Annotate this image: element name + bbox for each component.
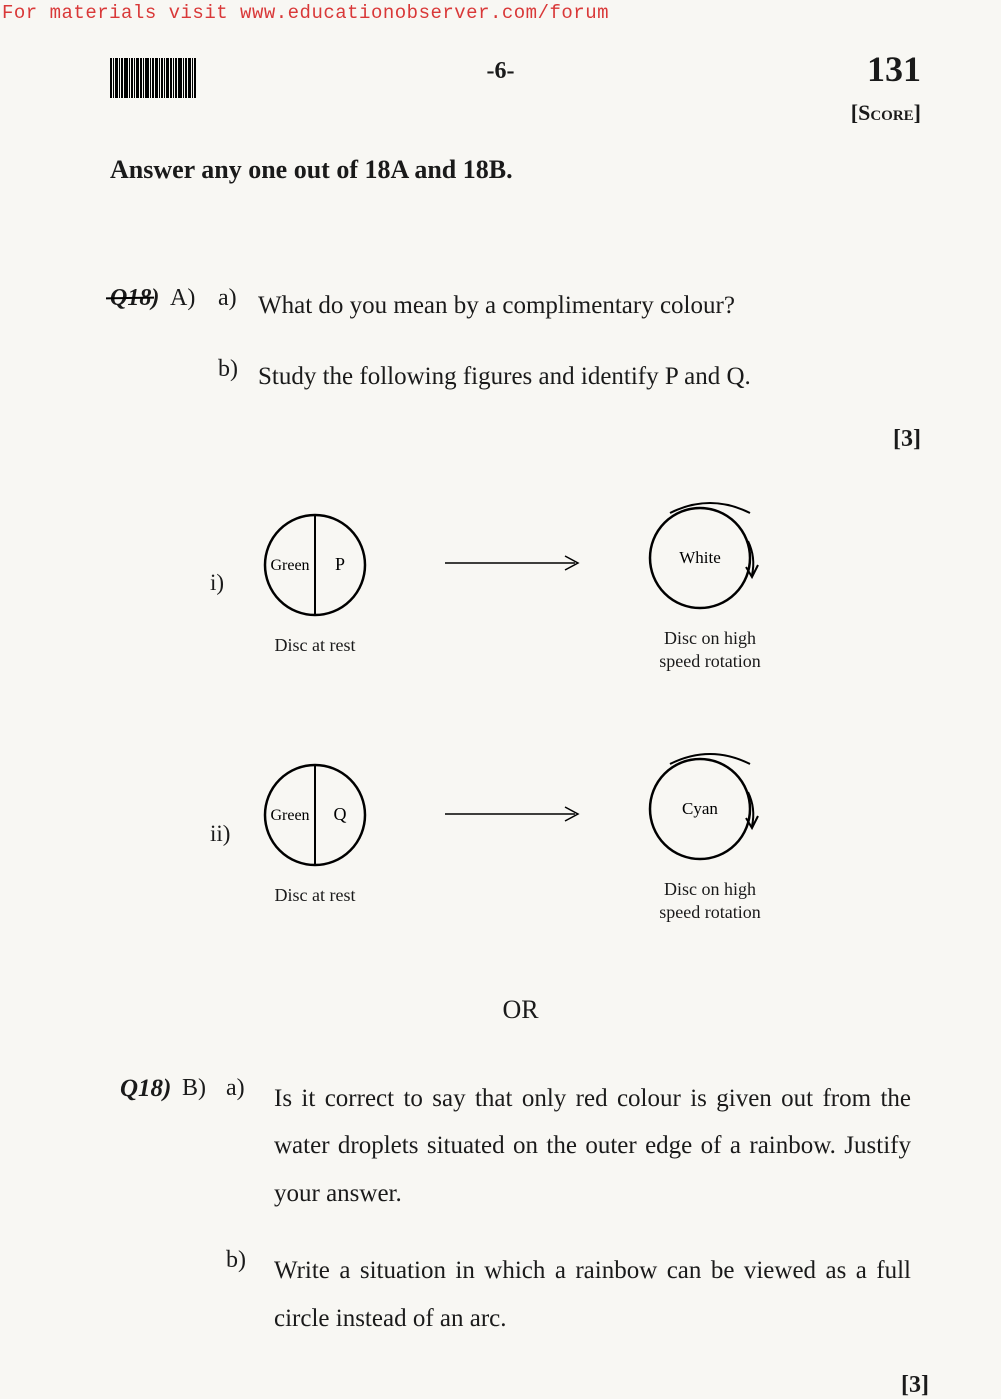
figure-row-1: i) Green P Disc at rest bbox=[210, 493, 931, 674]
arrow-1 bbox=[440, 548, 590, 578]
q18b-b-label: b) bbox=[226, 1247, 274, 1274]
q18b-a-text: Is it correct to say that only red colou… bbox=[274, 1075, 931, 1218]
disc-spin-1-svg: White bbox=[640, 493, 780, 613]
disc-rest-1-svg: Green P bbox=[260, 510, 370, 620]
q18a-b-text: Study the following figures and identify… bbox=[258, 356, 931, 399]
fig2-right-half: Q bbox=[334, 804, 347, 824]
fig1-right-caption: Disc on high speed rotation bbox=[659, 627, 760, 674]
watermark-text: For materials visit www.educationobserve… bbox=[2, 2, 609, 24]
disc-rest-1: Green P Disc at rest bbox=[260, 510, 370, 657]
fig2-right-label: Cyan bbox=[682, 799, 718, 818]
fig1-right-label: White bbox=[679, 548, 721, 567]
fig2-right-caption: Disc on high speed rotation bbox=[659, 878, 760, 925]
disc-spin-2: Cyan Disc on high speed rotation bbox=[640, 744, 780, 925]
q18a-marks: [3] bbox=[110, 426, 931, 453]
q18b-marks: [3] bbox=[901, 1372, 929, 1399]
disc-rest-2-svg: Green Q bbox=[260, 760, 370, 870]
q18b-part: B) bbox=[182, 1075, 226, 1102]
q18a-a-label: a) bbox=[218, 285, 258, 312]
q18a-a-row: Q18) A) a) What do you mean by a complim… bbox=[110, 285, 931, 328]
q18b-b-text: Write a situation in which a rainbow can… bbox=[274, 1247, 931, 1342]
q18b-number: Q18) bbox=[110, 1075, 182, 1103]
paper-number: 131 bbox=[867, 48, 921, 90]
fig1-left-half: Green bbox=[270, 557, 309, 574]
instruction-text: Answer any one out of 18A and 18B. bbox=[110, 155, 931, 185]
roman-1: i) bbox=[210, 570, 260, 596]
q18a-b-row: b) Study the following figures and ident… bbox=[218, 356, 931, 399]
disc-rest-2: Green Q Disc at rest bbox=[260, 760, 370, 907]
barcode bbox=[110, 58, 220, 98]
q18a-part: A) bbox=[170, 285, 218, 312]
figures-container: i) Green P Disc at rest bbox=[210, 493, 931, 925]
q18b-block: Q18) B) a) Is it correct to say that onl… bbox=[110, 1075, 931, 1343]
disc-spin-2-svg: Cyan bbox=[640, 744, 780, 864]
fig1-left-caption: Disc at rest bbox=[275, 634, 356, 657]
arrow-2 bbox=[440, 799, 590, 829]
score-label: [Score] bbox=[851, 100, 921, 126]
fig1-right-half: P bbox=[335, 554, 345, 574]
roman-2: ii) bbox=[210, 821, 260, 847]
disc-spin-1: White Disc on high speed rotation bbox=[640, 493, 780, 674]
q18a-b-label: b) bbox=[218, 356, 258, 383]
or-label: OR bbox=[110, 995, 931, 1025]
q18b-a-row: Q18) B) a) Is it correct to say that onl… bbox=[110, 1075, 931, 1218]
q18b-a-label: a) bbox=[226, 1075, 274, 1102]
fig2-left-caption: Disc at rest bbox=[275, 884, 356, 907]
figure-row-2: ii) Green Q Disc at rest bbox=[210, 744, 931, 925]
q18b-b-row: b) Write a situation in which a rainbow … bbox=[226, 1247, 931, 1342]
q18a-a-text: What do you mean by a complimentary colo… bbox=[258, 285, 931, 328]
q18a-number: Q18) bbox=[110, 285, 170, 312]
page-number-center: -6- bbox=[487, 58, 515, 85]
fig2-left-half: Green bbox=[270, 807, 309, 824]
